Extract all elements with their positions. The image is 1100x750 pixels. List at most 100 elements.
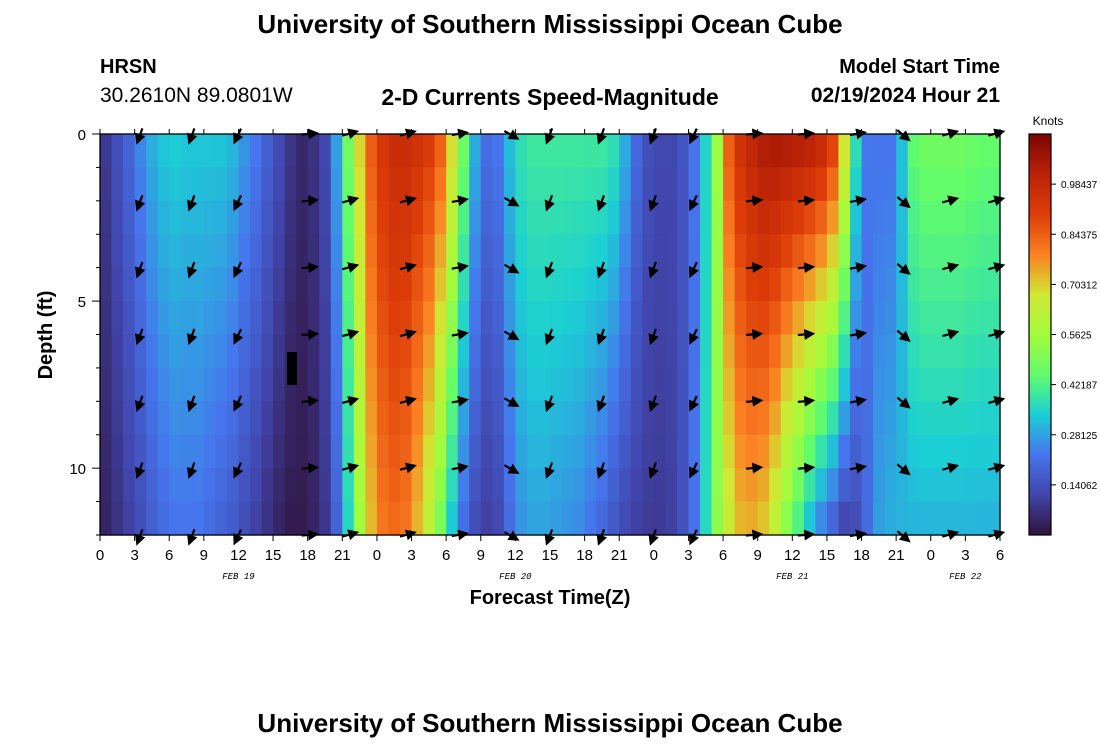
heatmap-cell <box>873 167 886 202</box>
heatmap-cell <box>238 401 251 436</box>
heatmap-cell <box>434 468 447 503</box>
heatmap-cell <box>780 234 793 269</box>
heatmap-cell <box>642 434 655 469</box>
heatmap-cell <box>907 134 920 169</box>
heatmap-cell <box>261 434 274 469</box>
heatmap-cell <box>803 434 816 469</box>
heatmap-cell <box>434 267 447 302</box>
current-vector-arrow <box>503 396 520 408</box>
heatmap-cell <box>596 401 609 436</box>
heatmap-cell <box>480 434 493 469</box>
heatmap-cell <box>457 401 470 436</box>
heatmap-cell <box>942 234 955 269</box>
current-vector-arrow <box>797 195 816 207</box>
x-tick-label: 3 <box>961 547 969 564</box>
heatmap-cell <box>111 401 124 436</box>
heatmap-cell <box>826 200 840 235</box>
current-vector-arrow <box>988 395 1006 407</box>
current-vector-arrow <box>648 194 659 212</box>
heatmap-cell <box>942 301 955 336</box>
x-tick-label: 12 <box>230 547 247 564</box>
heatmap-cell <box>665 200 678 235</box>
heatmap-cell <box>757 134 770 169</box>
heatmap-cell <box>919 167 932 202</box>
heatmap-cell <box>653 200 666 235</box>
heatmap-cell <box>596 167 609 202</box>
heatmap-cell <box>723 234 736 269</box>
heatmap-cell <box>561 334 574 369</box>
heatmap-cell <box>769 301 782 336</box>
heatmap-cell <box>273 167 286 202</box>
heatmap-cell <box>746 200 759 235</box>
heatmap-cell <box>700 301 713 336</box>
heatmap-cell <box>503 267 516 302</box>
heatmap-cell <box>561 401 574 436</box>
heatmap-cell <box>746 501 759 536</box>
heatmap-cell <box>919 134 932 169</box>
heatmap-cell <box>319 301 332 336</box>
heatmap-cell <box>203 468 216 503</box>
heatmap-cell <box>388 401 401 436</box>
heatmap-cell <box>342 167 355 202</box>
axes: 0 3 6 9 12 15 18 21 0 3 6 9 12 15 18 21 0 3 6 9 12 15 18 21 0 3 6 F… <box>69 127 1004 582</box>
heatmap-cell <box>192 234 205 269</box>
current-vector-arrow <box>342 462 360 474</box>
heatmap-cell <box>930 334 943 369</box>
heatmap-cell <box>757 301 770 336</box>
heatmap-cell <box>388 234 401 269</box>
heatmap-cell <box>838 134 851 169</box>
heatmap-cell <box>838 468 851 503</box>
heatmap-cell <box>561 200 574 235</box>
heatmap-cell <box>538 167 551 202</box>
current-vector-arrow <box>544 395 555 413</box>
heatmap-cell <box>803 134 816 169</box>
heatmap-cell <box>250 468 263 503</box>
heatmap-cell <box>907 468 920 503</box>
heatmap-cell <box>550 401 563 436</box>
heatmap-cell <box>492 401 505 436</box>
heatmap-cell <box>607 501 620 536</box>
heatmap-cell <box>423 301 436 336</box>
heatmap-cell <box>123 367 136 402</box>
heatmap-cell <box>815 401 828 436</box>
heatmap-cell <box>503 134 516 169</box>
heatmap-cell <box>769 334 782 369</box>
heatmap-cell <box>146 334 159 369</box>
heatmap-cell <box>826 167 840 202</box>
heatmap-cell <box>676 468 690 503</box>
heatmap-cell <box>953 501 966 536</box>
heatmap-cell <box>157 468 170 503</box>
heatmap-cell <box>573 434 586 469</box>
heatmap-cell <box>965 334 978 369</box>
current-vector-arrow <box>301 328 320 340</box>
heatmap-cell <box>734 200 747 235</box>
heatmap-cell <box>884 267 897 302</box>
heatmap-cell <box>734 301 747 336</box>
heatmap-cell <box>250 167 263 202</box>
heatmap-cell <box>307 434 320 469</box>
heatmap-cell <box>515 200 528 235</box>
current-vector-arrow <box>689 261 700 279</box>
heatmap-cell <box>146 468 159 503</box>
heatmap-cell <box>953 301 966 336</box>
heatmap-cell <box>388 200 401 235</box>
current-vector-arrow <box>745 462 764 474</box>
heatmap-cell <box>780 401 793 436</box>
heatmap-cell <box>492 434 505 469</box>
heatmap-cell <box>815 234 828 269</box>
x-tick-label: 15 <box>542 547 559 564</box>
heatmap-cell <box>526 167 540 202</box>
heatmap-cell <box>873 301 886 336</box>
heatmap-cell <box>226 434 240 469</box>
current-vector-arrow <box>544 261 555 279</box>
heatmap-cell <box>515 401 528 436</box>
heatmap-cell <box>307 267 320 302</box>
day-label: FEB 21 <box>776 572 808 582</box>
heatmap-cell <box>400 301 413 336</box>
heatmap-cell <box>480 200 493 235</box>
heatmap-cell <box>203 367 216 402</box>
heatmap-cell <box>215 267 228 302</box>
heatmap-cell <box>353 434 366 469</box>
heatmap-cell <box>665 167 678 202</box>
heatmap-cell <box>630 501 643 536</box>
